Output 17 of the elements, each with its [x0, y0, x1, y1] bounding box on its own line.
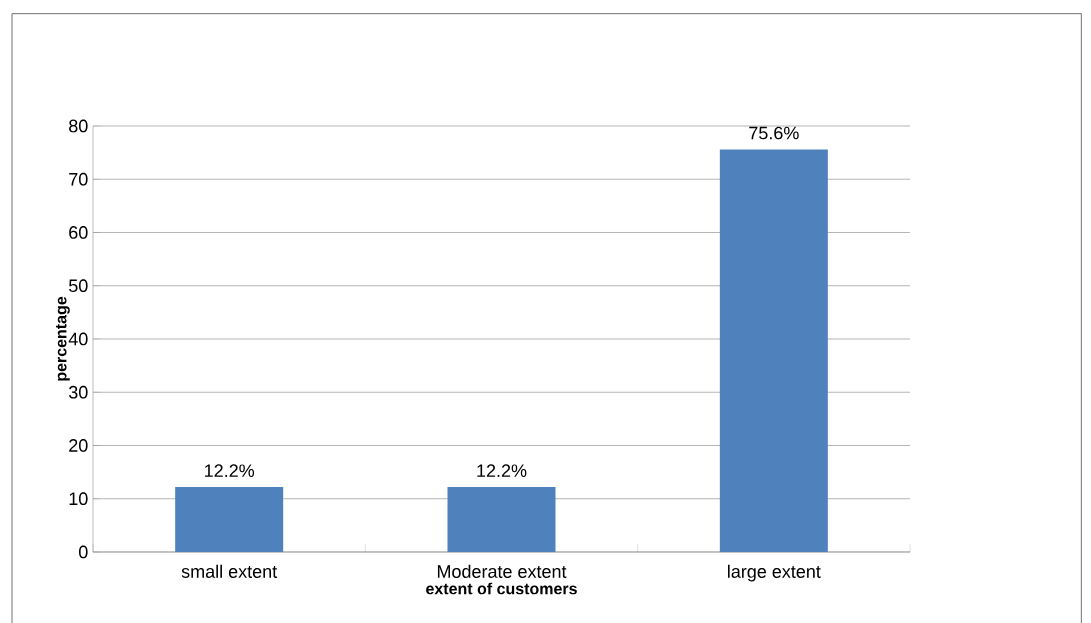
y-tick-label: 40 — [68, 332, 88, 346]
y-tick-label: 10 — [69, 492, 88, 506]
y-tick-label: 20 — [69, 439, 88, 452]
x-tick-label: small extent — [181, 564, 278, 578]
y-axis-title: percentage — [55, 296, 70, 381]
x-tick-label: large extent — [728, 564, 821, 582]
y-tick-label: 0 — [79, 545, 88, 559]
y-tick-label: 30 — [68, 385, 88, 399]
y-tick-label: 60 — [69, 226, 88, 239]
y-tick-label: 80 — [69, 119, 88, 133]
y-tick-label: 70 — [69, 172, 88, 186]
y-tick-label: 50 — [68, 279, 88, 293]
data-label: 75.6% — [749, 126, 799, 140]
x-tick-label: Moderate extent — [437, 564, 567, 578]
data-label: 12.2% — [477, 464, 527, 477]
data-label: 12.2% — [205, 464, 255, 477]
x-axis-title: extent of customers — [426, 582, 577, 595]
